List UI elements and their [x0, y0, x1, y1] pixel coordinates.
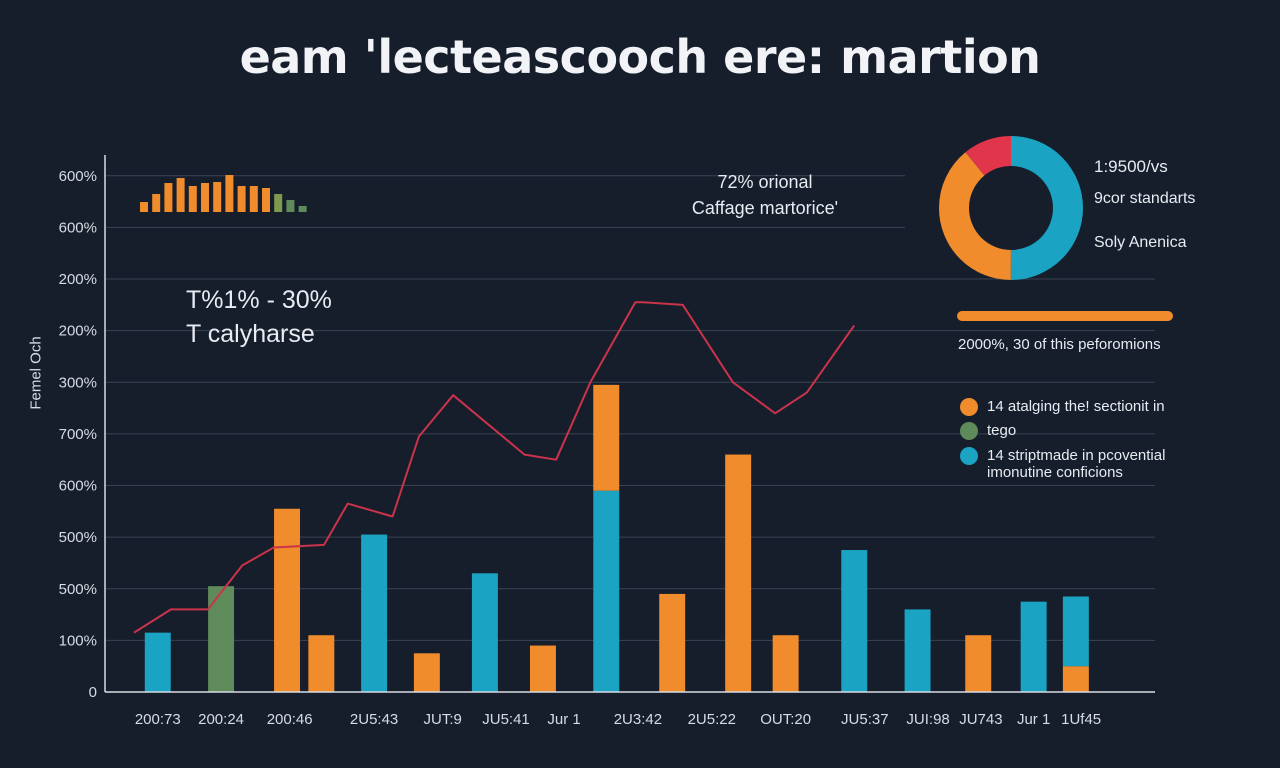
progress-bar-fill	[957, 311, 1173, 321]
legend-swatch	[960, 422, 978, 440]
x-tick-label: 200:46	[267, 711, 313, 728]
y-tick-label: 200%	[59, 323, 97, 340]
x-tick-label: 200:24	[198, 711, 244, 728]
mini-bar	[176, 178, 185, 212]
trend-line	[133, 301, 856, 634]
y-tick-label: 600%	[59, 168, 97, 185]
legend-item: 14 striptmade in pcovential imonutine co…	[960, 447, 1190, 481]
legend-swatch	[960, 398, 978, 416]
mini-bar-chart	[140, 175, 307, 212]
x-tick-label: OUT:20	[760, 711, 811, 728]
x-tick-label: 200:73	[135, 711, 181, 728]
y-tick-label: 0	[89, 684, 97, 701]
bar	[529, 645, 556, 692]
bar	[593, 490, 620, 692]
mini-bar	[225, 175, 234, 212]
mini-bar	[152, 194, 161, 212]
mini-bar	[298, 206, 307, 212]
donut-slice	[939, 136, 1083, 280]
y-tick-label: 500%	[59, 529, 97, 546]
donut-chart	[939, 136, 1083, 280]
chart-title: eam 'lecteascooch ere: martion	[239, 30, 1041, 84]
legend-label: 14 atalging the! sectionit in	[987, 398, 1165, 415]
legend-label: tego	[987, 422, 1017, 439]
bar	[274, 508, 301, 692]
mini-bar	[249, 186, 258, 212]
main-bars	[144, 384, 1089, 692]
bar	[144, 632, 171, 692]
mini-bar	[188, 186, 197, 212]
bar	[725, 454, 752, 692]
note-annotation-subtext: Caffage martorice'	[691, 198, 839, 218]
x-tick-label: 2U5:22	[688, 711, 736, 728]
x-axis-ticks: 200:73 200:24 200:46 2U5:43 JUT:9 JU5:41 Jur 1…	[135, 711, 1101, 728]
donut-text-3: Soly Anenica	[1094, 234, 1187, 251]
progress-caption: 2000%, 30 of this peforomions	[958, 336, 1161, 353]
y-axis-ticks: 0 100% 500% 500% 600% 700% 300% 200% 200% 600% 600…	[59, 168, 97, 701]
y-tick-label: 600%	[59, 478, 97, 495]
legend-item: tego	[960, 422, 1016, 440]
bar	[593, 384, 620, 491]
y-tick-label: 100%	[59, 632, 97, 649]
bar	[471, 573, 498, 692]
y-tick-label: 500%	[59, 581, 97, 598]
x-tick-label: 1Uf45	[1061, 711, 1101, 728]
stat-annotation-subtext: T calyharse	[186, 320, 315, 348]
donut-slice	[939, 136, 1083, 280]
bar	[1062, 596, 1089, 667]
mini-bar	[201, 183, 209, 212]
x-tick-label: 2U5:43	[350, 711, 398, 728]
y-tick-label: 700%	[59, 426, 97, 443]
x-tick-label: JU743	[959, 711, 1002, 728]
progress-bar	[957, 311, 1173, 321]
y-axis-label: Femel Och	[27, 336, 45, 410]
stat-annotation: T%1% - 30%	[186, 286, 332, 314]
mini-bar	[274, 194, 283, 212]
bar	[361, 534, 388, 692]
bar	[308, 635, 335, 692]
y-tick-label: 300%	[59, 374, 97, 391]
mini-bar	[140, 202, 148, 212]
donut-text-1: 1:9500/vs	[1094, 157, 1168, 176]
legend-label: 14 striptmade in pcovential imonutine co…	[987, 447, 1166, 481]
bar	[841, 550, 868, 692]
axes	[104, 155, 1155, 693]
mini-bar	[286, 200, 295, 212]
bar	[413, 653, 440, 692]
x-tick-label: JU5:41	[482, 711, 530, 728]
x-tick-label: JUT:9	[424, 711, 462, 728]
bar	[904, 609, 931, 692]
mini-bar	[237, 186, 246, 212]
legend-swatch	[960, 447, 978, 465]
bar	[965, 635, 992, 692]
note-annotation: 72% orional	[717, 172, 813, 192]
bar	[1062, 666, 1089, 692]
x-tick-label: JU5:37	[841, 711, 889, 728]
mini-bar	[213, 182, 222, 212]
donut-text-2: 9cor standarts	[1094, 190, 1196, 207]
y-tick-label: 600%	[59, 219, 97, 236]
x-tick-label: Jur 1	[547, 711, 580, 728]
x-tick-label: JUI:98	[906, 711, 949, 728]
bar	[659, 593, 686, 692]
x-tick-label: Jur 1	[1017, 711, 1050, 728]
x-tick-label: 2U3:42	[614, 711, 662, 728]
bar	[772, 635, 799, 692]
legend-item: 14 atalging the! sectionit in	[960, 398, 1165, 416]
y-tick-label: 200%	[59, 271, 97, 288]
mini-bar	[164, 183, 173, 212]
mini-bar	[262, 188, 270, 212]
bar	[208, 586, 235, 692]
trend-line-path	[133, 301, 856, 634]
bar	[1020, 601, 1047, 692]
